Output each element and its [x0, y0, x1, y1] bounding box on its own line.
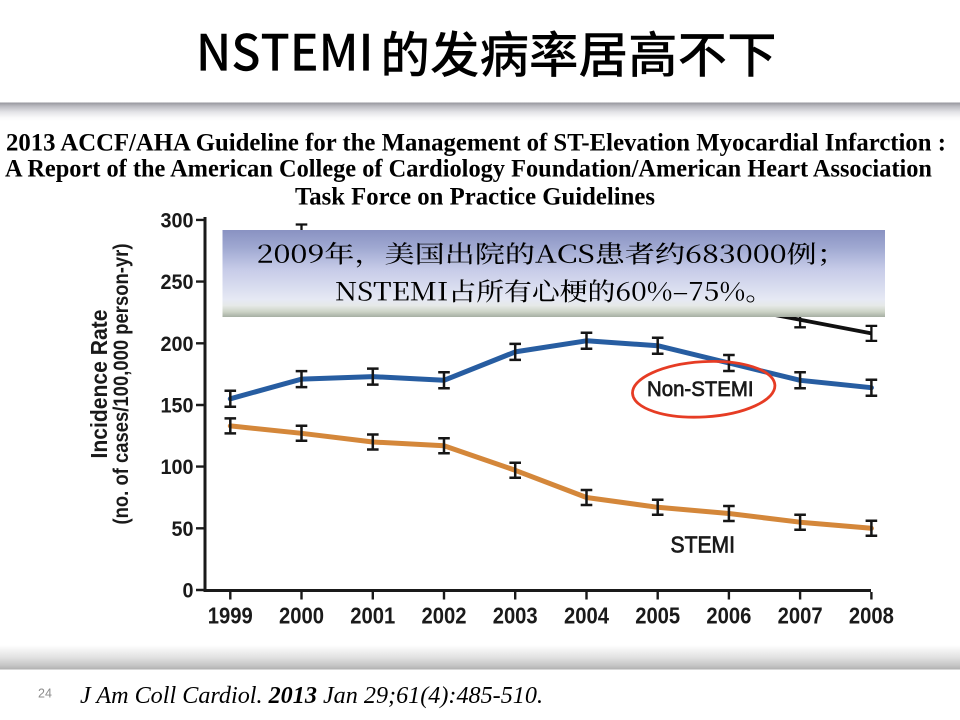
svg-text:2004: 2004 — [564, 603, 609, 629]
svg-text:2007: 2007 — [778, 603, 823, 629]
svg-text:Incidence Rate: Incidence Rate — [86, 310, 112, 459]
svg-text:2008: 2008 — [849, 603, 894, 629]
svg-text:Non-STEMI: Non-STEMI — [647, 377, 754, 401]
svg-text:0: 0 — [183, 580, 194, 603]
svg-text:24: 24 — [38, 687, 52, 701]
svg-text:2013 ACCF/AHA Guideline for th: 2013 ACCF/AHA Guideline for the Manageme… — [6, 130, 946, 157]
svg-text:2005: 2005 — [635, 603, 680, 629]
svg-text:150: 150 — [161, 395, 194, 418]
svg-text:Task Force on Practice Guideli: Task Force on Practice Guidelines — [295, 184, 655, 211]
svg-text:2006: 2006 — [706, 603, 751, 629]
svg-text:250: 250 — [161, 271, 194, 294]
svg-text:2001: 2001 — [350, 603, 395, 629]
svg-text:2002: 2002 — [422, 603, 467, 629]
svg-text:2000: 2000 — [279, 603, 324, 629]
svg-text:50: 50 — [172, 518, 194, 541]
svg-text:100: 100 — [161, 456, 194, 479]
svg-text:STEMI: STEMI — [671, 532, 736, 558]
svg-text:1999: 1999 — [208, 603, 253, 629]
svg-text:300: 300 — [161, 209, 194, 232]
svg-text:J Am Coll Cardiol. 2013 Jan 29: J Am Coll Cardiol. 2013 Jan 29;61(4):485… — [80, 682, 543, 709]
svg-text:(no. of cases/100,000 person-y: (no. of cases/100,000 person-yr) — [110, 244, 133, 525]
svg-text:2003: 2003 — [493, 603, 538, 629]
svg-text:200: 200 — [161, 333, 194, 356]
svg-text:A Report of the American Colle: A Report of the American College of Card… — [5, 156, 932, 183]
